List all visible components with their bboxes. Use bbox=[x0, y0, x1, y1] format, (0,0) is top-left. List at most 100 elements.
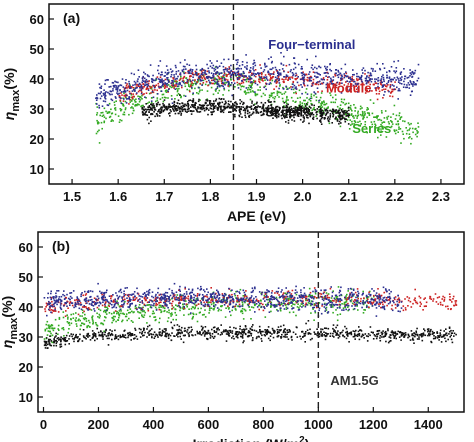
data-point bbox=[134, 307, 137, 310]
data-point bbox=[366, 89, 368, 92]
data-point bbox=[153, 84, 155, 87]
data-point bbox=[338, 304, 340, 306]
data-point bbox=[271, 290, 274, 292]
data-point bbox=[309, 112, 311, 114]
data-point bbox=[394, 334, 397, 336]
data-point bbox=[303, 109, 306, 111]
data-point bbox=[388, 336, 391, 338]
data-point bbox=[308, 73, 310, 75]
data-point bbox=[152, 96, 155, 99]
data-point bbox=[208, 71, 210, 74]
data-point bbox=[79, 333, 81, 336]
data-point bbox=[318, 109, 320, 111]
data-point bbox=[305, 88, 308, 90]
data-point bbox=[147, 308, 149, 310]
data-point bbox=[180, 329, 182, 332]
data-point bbox=[104, 331, 106, 334]
data-point bbox=[200, 325, 203, 328]
data-point bbox=[340, 115, 342, 117]
data-point bbox=[382, 74, 384, 76]
data-point bbox=[142, 80, 145, 83]
data-point bbox=[88, 335, 91, 337]
data-point bbox=[373, 120, 376, 123]
data-point bbox=[238, 106, 240, 108]
data-point bbox=[106, 306, 108, 309]
data-point bbox=[348, 81, 351, 83]
data-point bbox=[279, 72, 282, 75]
data-point bbox=[187, 297, 189, 300]
data-point bbox=[209, 332, 211, 334]
data-point bbox=[379, 68, 382, 71]
data-point bbox=[408, 87, 411, 89]
data-point bbox=[344, 117, 346, 120]
data-point bbox=[195, 82, 197, 85]
data-point bbox=[204, 72, 206, 75]
data-point bbox=[148, 80, 150, 82]
data-point bbox=[110, 300, 113, 303]
data-point bbox=[195, 68, 198, 71]
data-point bbox=[299, 101, 301, 103]
data-point bbox=[396, 333, 399, 335]
data-point bbox=[141, 112, 144, 114]
data-point bbox=[144, 331, 146, 334]
data-point bbox=[156, 89, 158, 92]
data-point bbox=[274, 306, 277, 308]
data-point bbox=[332, 110, 335, 112]
data-point bbox=[394, 332, 397, 334]
data-point bbox=[308, 109, 311, 111]
data-point bbox=[259, 72, 261, 75]
data-point bbox=[111, 112, 114, 114]
data-point bbox=[78, 303, 80, 306]
data-point bbox=[85, 307, 88, 310]
data-point bbox=[348, 295, 351, 298]
data-point bbox=[88, 308, 90, 311]
data-point bbox=[405, 308, 407, 311]
data-point bbox=[160, 108, 163, 111]
data-point bbox=[332, 290, 334, 292]
data-point bbox=[211, 103, 214, 105]
data-point bbox=[443, 296, 446, 299]
data-point bbox=[173, 297, 176, 299]
data-point bbox=[134, 327, 136, 330]
data-point bbox=[237, 301, 239, 303]
data-point bbox=[318, 332, 320, 335]
data-point bbox=[272, 336, 275, 339]
data-point bbox=[282, 64, 285, 66]
data-point bbox=[279, 309, 282, 312]
data-point bbox=[260, 300, 262, 302]
data-point bbox=[272, 329, 274, 332]
data-point bbox=[187, 106, 189, 108]
data-point bbox=[318, 302, 321, 304]
data-point bbox=[146, 114, 149, 116]
data-point bbox=[216, 106, 218, 109]
data-point bbox=[198, 90, 201, 93]
data-point bbox=[377, 303, 380, 305]
data-point bbox=[213, 330, 216, 332]
data-point bbox=[409, 80, 411, 82]
data-point bbox=[180, 105, 182, 108]
data-point bbox=[290, 297, 292, 300]
data-point bbox=[111, 330, 113, 332]
data-point bbox=[82, 311, 84, 314]
data-point bbox=[308, 295, 310, 298]
data-point bbox=[296, 306, 299, 308]
data-point bbox=[238, 303, 241, 306]
data-point bbox=[274, 66, 277, 69]
data-point bbox=[122, 103, 125, 106]
data-point bbox=[358, 326, 360, 328]
data-point bbox=[234, 308, 237, 310]
data-point bbox=[61, 337, 64, 340]
data-point bbox=[224, 316, 227, 318]
data-point bbox=[362, 67, 365, 69]
data-point bbox=[108, 111, 111, 113]
data-point bbox=[64, 343, 67, 346]
data-point bbox=[300, 303, 303, 305]
data-point bbox=[356, 83, 359, 86]
data-point bbox=[186, 331, 188, 333]
data-point bbox=[120, 108, 123, 111]
data-point bbox=[378, 118, 381, 121]
data-point bbox=[239, 75, 242, 77]
data-point bbox=[373, 83, 375, 86]
data-point bbox=[273, 112, 276, 115]
data-point bbox=[181, 110, 184, 112]
